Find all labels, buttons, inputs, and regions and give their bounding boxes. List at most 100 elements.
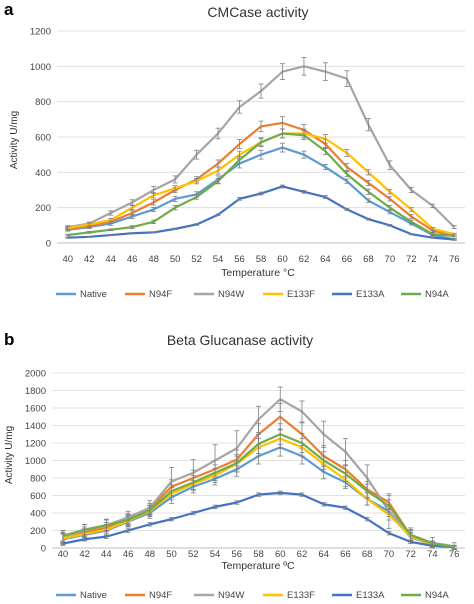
- error-bar: [129, 199, 135, 206]
- x-axis-label: Temperature ºC: [221, 560, 295, 572]
- chart-title: Beta Glucanase activity: [167, 332, 313, 348]
- error-bar: [151, 206, 157, 212]
- x-axis-label: Temperature °C: [221, 267, 295, 279]
- legend-item: N94A: [401, 590, 449, 601]
- x-tick-label: 52: [191, 254, 202, 265]
- x-tick-label: 72: [406, 254, 417, 265]
- error-bar: [151, 219, 157, 224]
- legend-label: N94A: [425, 590, 449, 601]
- error-bar: [387, 205, 393, 211]
- error-bar: [147, 504, 153, 517]
- series-e133a: [65, 184, 457, 241]
- y-tick-label: 600: [35, 133, 51, 144]
- error-bar: [194, 178, 200, 185]
- x-tick-label: 66: [340, 549, 351, 560]
- y-axis-label: Activity U/mg: [4, 426, 15, 484]
- error-bar: [103, 519, 109, 531]
- legend-label: N94F: [149, 590, 172, 601]
- legend-item: N94F: [125, 289, 172, 300]
- error-bar: [408, 529, 414, 541]
- x-tick-label: 52: [188, 549, 199, 560]
- x-tick-label: 56: [234, 254, 245, 265]
- error-bar: [194, 223, 200, 226]
- error-bar: [172, 175, 178, 184]
- error-bar: [299, 400, 305, 423]
- y-tick-label: 200: [35, 203, 51, 214]
- error-bar: [344, 148, 350, 157]
- y-tick-label: 1000: [25, 456, 46, 467]
- panel-label-a: a: [4, 0, 14, 19]
- error-bar: [344, 207, 350, 211]
- error-bar: [408, 214, 414, 219]
- error-bar: [451, 238, 457, 241]
- x-tick-label: 44: [101, 549, 112, 560]
- error-bar: [172, 227, 178, 230]
- y-tick-label: 400: [35, 168, 51, 179]
- error-bar: [86, 235, 92, 238]
- error-bar: [344, 178, 350, 184]
- y-tick-label: 800: [30, 474, 46, 485]
- error-bar: [215, 213, 221, 217]
- y-tick-label: 0: [41, 544, 46, 555]
- error-bar: [237, 100, 243, 114]
- x-tick-label: 76: [449, 254, 460, 265]
- error-bar: [172, 185, 178, 192]
- error-bar: [342, 465, 348, 482]
- y-axis-label: Activity U/mg: [9, 111, 20, 169]
- error-bar: [234, 500, 240, 505]
- error-bar: [108, 234, 114, 236]
- x-tick-label: 64: [318, 549, 329, 560]
- error-bar: [194, 149, 200, 160]
- error-bar: [365, 169, 371, 176]
- series-lines: [60, 386, 457, 551]
- error-bar: [301, 150, 307, 159]
- error-bar: [256, 492, 261, 497]
- legend-label: Native: [80, 289, 107, 300]
- error-bar: [258, 138, 264, 147]
- cmcase-activity-chart: CMCase activity Activity U/mg Temperatur…: [9, 4, 465, 300]
- error-bar: [147, 522, 153, 527]
- error-bar: [279, 184, 285, 189]
- x-tick-label: 64: [320, 254, 331, 265]
- legend-item: E133F: [263, 590, 315, 601]
- series-n94w: [65, 57, 457, 229]
- error-bar: [365, 179, 371, 186]
- x-tick-label: 66: [342, 254, 353, 265]
- error-bar: [279, 128, 285, 139]
- x-tick-label: 68: [362, 549, 373, 560]
- error-bar: [321, 451, 327, 470]
- error-bar: [387, 196, 393, 202]
- x-tick-label: 42: [84, 254, 95, 265]
- error-bar: [215, 127, 221, 140]
- legend-label: E133A: [356, 590, 385, 601]
- legend-label: E133A: [356, 289, 385, 300]
- error-bar: [279, 63, 285, 80]
- x-tick-label: 68: [363, 254, 374, 265]
- series-n94a: [60, 423, 457, 550]
- error-bar: [108, 228, 114, 232]
- error-bar: [60, 541, 66, 546]
- error-bar: [237, 139, 243, 149]
- error-bar: [301, 189, 307, 194]
- error-bar: [129, 232, 135, 235]
- x-tick-label: 58: [253, 549, 264, 560]
- error-bar: [364, 516, 370, 522]
- x-tick-label: 70: [385, 254, 396, 265]
- cmcase-chart-panel: a CMCase activity Activity U/mg Temperat…: [0, 0, 474, 300]
- y-tick-label: 1600: [25, 404, 46, 415]
- error-bar: [82, 523, 88, 536]
- error-bar: [108, 210, 114, 216]
- error-bar: [190, 510, 196, 516]
- series-lines: [65, 57, 457, 241]
- error-bar: [344, 70, 350, 88]
- x-tick-label: 58: [256, 254, 267, 265]
- error-bar: [279, 142, 285, 153]
- error-bar: [387, 189, 393, 195]
- x-tick-label: 48: [145, 549, 156, 560]
- error-bar: [194, 194, 200, 200]
- error-bar: [82, 537, 88, 542]
- error-bar: [451, 234, 457, 238]
- error-bar: [344, 163, 350, 171]
- error-bar: [322, 195, 328, 199]
- error-bar: [169, 484, 175, 498]
